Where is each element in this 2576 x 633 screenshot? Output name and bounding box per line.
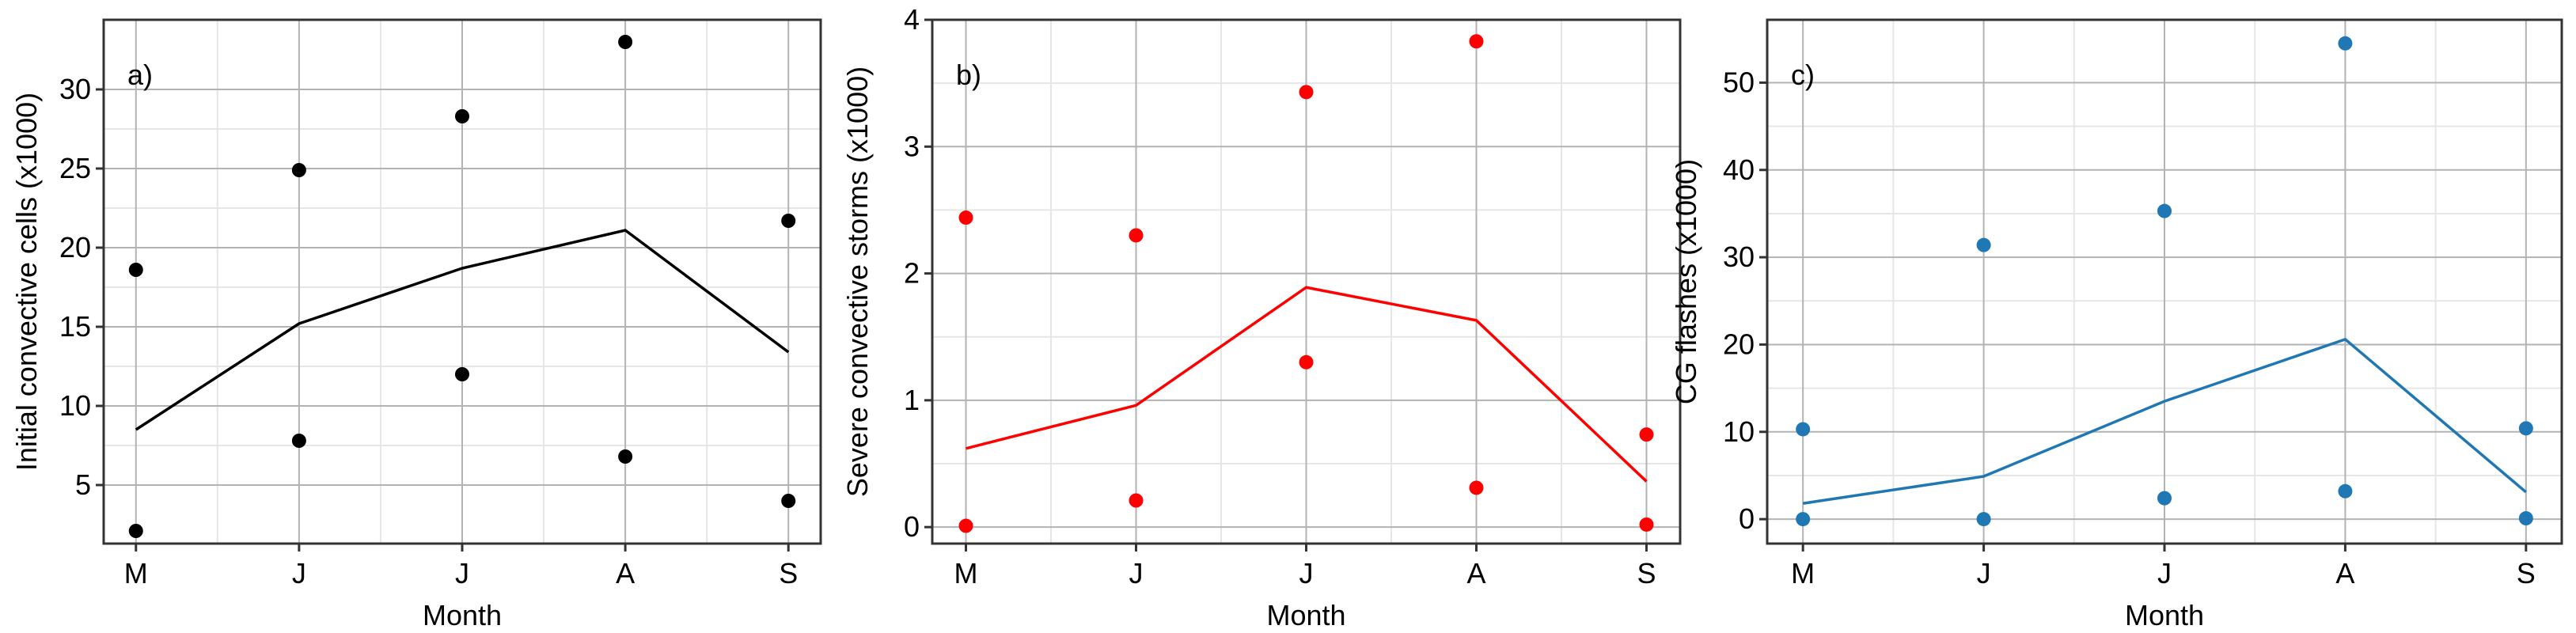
x-tick-label: M <box>1791 557 1815 589</box>
max-point <box>2157 203 2172 218</box>
plot-frame <box>102 18 822 545</box>
y-axis-label: CG flashes (x1000) <box>1670 159 1702 404</box>
plot-frame <box>931 18 1682 545</box>
min-point <box>1639 517 1654 532</box>
max-point <box>1796 422 1811 437</box>
x-axis-label: Month <box>423 599 502 631</box>
x-tick-label: A <box>2335 557 2354 589</box>
y-tick-label: 0 <box>904 510 920 543</box>
panel-1: 5 10 15 20 25 30 M J J A Sa) Month Initial convectiv… <box>10 18 822 631</box>
y-tick-label: 20 <box>1723 328 1755 360</box>
y-tick-label: 3 <box>904 130 920 162</box>
panel-2: 0 1 2 3 4 M J J A Sb) Month Severe convective storm… <box>841 3 1682 631</box>
panel-label: a) <box>127 59 153 91</box>
max-point <box>2518 421 2533 436</box>
max-point <box>128 263 143 277</box>
mean-line <box>1802 337 2527 505</box>
x-axis-label: Month <box>1266 599 1345 631</box>
y-tick-label: 50 <box>1723 66 1755 98</box>
x-tick-label: J <box>1299 557 1314 589</box>
y-tick-label: 25 <box>59 152 91 184</box>
panel-3: 0 10 20 30 40 50 M J J A Sc) Month CG flashes (x1000… <box>1670 18 2563 631</box>
plot-frame <box>1766 18 2563 545</box>
min-point <box>1299 354 1314 370</box>
y-tick-label: 30 <box>1723 241 1755 273</box>
y-tick-label: 40 <box>1723 154 1755 186</box>
x-tick-label: M <box>124 557 148 589</box>
min-point <box>128 524 143 538</box>
y-tick-label: 0 <box>1739 502 1755 535</box>
y-tick-label: 20 <box>59 231 91 263</box>
x-tick-label: S <box>1637 557 1656 589</box>
min-point <box>781 494 796 508</box>
min-point <box>291 434 306 448</box>
y-tick-label: 30 <box>59 73 91 105</box>
min-point <box>1796 512 1811 527</box>
max-point <box>1469 34 1484 49</box>
y-axis-label: Initial convective cells (x1000) <box>10 93 43 471</box>
y-tick-label: 15 <box>59 310 91 343</box>
x-tick-label: J <box>292 557 306 589</box>
max-point <box>291 163 306 177</box>
max-point <box>1299 85 1314 100</box>
y-tick-label: 4 <box>904 3 920 36</box>
min-point <box>958 518 973 533</box>
min-point <box>1469 480 1484 495</box>
y-tick-label: 1 <box>904 384 920 416</box>
max-point <box>2338 36 2353 51</box>
y-tick-label: 2 <box>904 257 920 290</box>
x-tick-label: J <box>1977 557 1991 589</box>
min-point <box>455 367 469 381</box>
y-tick-label: 10 <box>59 389 91 422</box>
x-tick-label: S <box>2517 557 2536 589</box>
panel-label: b) <box>956 59 981 91</box>
min-point <box>1129 493 1144 508</box>
max-point <box>781 214 796 228</box>
y-axis-label: Severe convective storms (x1000) <box>841 66 874 497</box>
min-point <box>1976 512 1991 527</box>
panel-label: c) <box>1791 59 1815 91</box>
x-tick-label: J <box>1129 557 1144 589</box>
x-tick-label: J <box>455 557 469 589</box>
max-point <box>958 210 973 226</box>
x-tick-label: A <box>616 557 635 589</box>
x-tick-label: S <box>779 557 798 589</box>
max-point <box>1976 237 1991 252</box>
mean-line <box>966 286 1648 483</box>
min-point <box>618 449 633 464</box>
max-point <box>455 109 469 123</box>
max-point <box>1129 228 1144 243</box>
min-point <box>2338 483 2353 498</box>
x-tick-label: M <box>954 557 978 589</box>
y-tick-label: 5 <box>75 468 91 501</box>
min-point <box>2157 491 2172 506</box>
min-point <box>2518 511 2533 526</box>
max-point <box>1639 427 1654 442</box>
x-axis-label: Month <box>2125 599 2204 631</box>
mean-line <box>135 229 790 431</box>
x-tick-label: J <box>2157 557 2172 589</box>
max-point <box>618 35 633 49</box>
y-tick-label: 10 <box>1723 415 1755 448</box>
x-tick-label: A <box>1466 557 1485 589</box>
